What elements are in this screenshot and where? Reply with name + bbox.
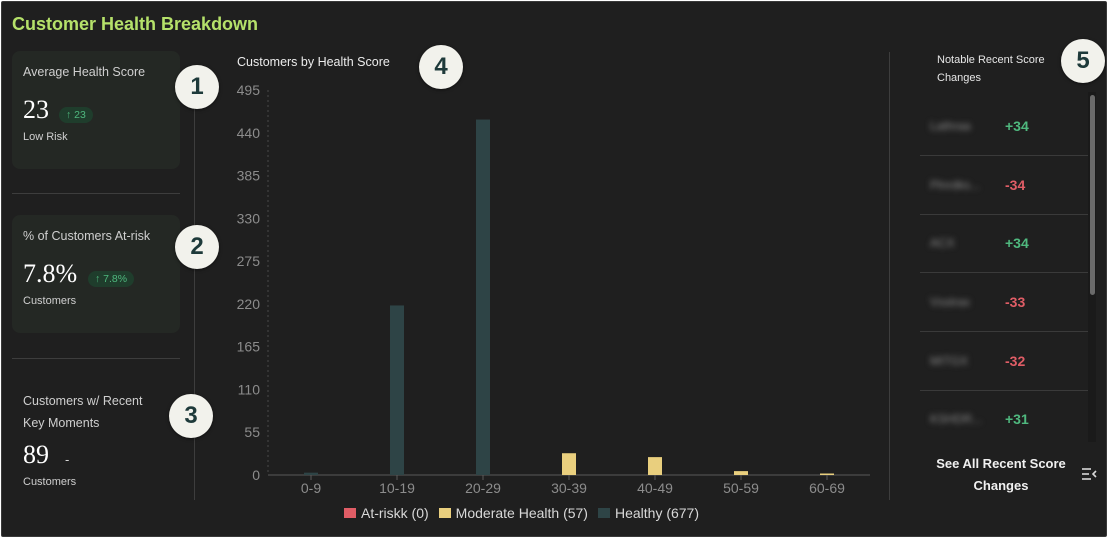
x-tick-label: 10-19 (379, 480, 415, 496)
legend-swatch (597, 508, 610, 518)
chart-title: Customers by Health Score (237, 55, 390, 69)
y-tick-label: 0 (252, 467, 260, 483)
y-tick-label: 55 (244, 424, 260, 440)
divider (889, 52, 890, 500)
score-change-value: -34 (1005, 177, 1026, 193)
scrollbar-thumb[interactable] (1090, 95, 1095, 295)
callout-marker: 3 (169, 394, 213, 438)
callout-marker: 4 (419, 45, 463, 89)
divider (12, 193, 180, 194)
customer-name: MITGX (930, 354, 968, 368)
score-change-value: +31 (1005, 411, 1029, 427)
bar (390, 305, 404, 475)
see-all-changes-link[interactable]: See All Recent Score Changes (936, 456, 1066, 493)
x-tick-label: 0-9 (301, 480, 321, 496)
kpi-sub: Customers (23, 295, 77, 307)
at-risk-customers-card[interactable]: % of Customers At-risk 7.8% ↑ 7.8% Custo… (12, 215, 180, 333)
kpi-value: 23 (23, 95, 49, 124)
kpi-sub: Customers (23, 476, 77, 488)
y-tick-label: 110 (238, 381, 261, 397)
score-change-value: +34 (1005, 235, 1029, 251)
legend-label: Moderate Health (57) (455, 505, 588, 521)
score-change-row[interactable]: Vsstrax -33 (920, 274, 1088, 332)
divider (194, 78, 195, 500)
score-change-row[interactable]: ACX +34 (920, 215, 1088, 273)
recent-changes-title: Notable Recent Score Changes (937, 54, 1045, 84)
customer-name: ACX (930, 236, 955, 250)
kpi-sub: Low Risk (23, 131, 68, 143)
average-health-score-card[interactable]: Average Health Score 23 ↑ 23 Low Risk (12, 51, 180, 169)
legend-item-at-risk[interactable]: At-riskk (0) (344, 505, 429, 521)
callout-marker: 2 (175, 225, 219, 269)
page-title: Customer Health Breakdown (12, 14, 259, 34)
trend-badge: ↑ 7.8% (88, 271, 135, 287)
x-tick-label: 60-69 (809, 480, 845, 496)
kpi-label: % of Customers At-risk (23, 229, 151, 243)
kpi-label: Average Health Score (23, 65, 146, 79)
y-tick-label: 440 (237, 125, 261, 141)
y-tick-label: 330 (237, 210, 261, 226)
score-change-value: +34 (1005, 118, 1029, 134)
customer-name: KSHDR... (930, 412, 983, 426)
callout-marker: 5 (1061, 39, 1105, 83)
bar (820, 473, 834, 475)
bar (734, 471, 748, 475)
customer-name: Vsstrax (930, 295, 971, 309)
y-tick-label: 495 (237, 82, 261, 98)
y-tick-label: 275 (237, 253, 261, 269)
x-tick-label: 20-29 (465, 480, 501, 496)
customer-name: Plnrdks... (930, 178, 981, 192)
y-tick-label: 385 (237, 168, 261, 184)
customer-name: Lathraa (930, 119, 971, 133)
kpi-value: 89 (23, 440, 49, 469)
kpi-value: 7.8% (23, 259, 78, 288)
bar (304, 472, 318, 475)
legend-item-healthy[interactable]: Healthy (677) (597, 505, 700, 521)
legend-swatch (344, 508, 356, 518)
x-tick-label: 40-49 (637, 480, 673, 496)
legend-label: At-riskk (0) (361, 505, 429, 521)
bar (648, 457, 662, 475)
score-change-row[interactable]: Plnrdks... -34 (920, 157, 1088, 215)
health-score-bar-chart: 0 55 110 165 220 275 330 385 440 495 0-9 10-19 20-29… (237, 82, 870, 496)
legend-label: Healthy (677) (614, 505, 700, 521)
recent-key-moments-card[interactable]: Customers w/ Recent Key Moments 89 - Cus… (12, 380, 180, 492)
x-tick-label: 30-39 (551, 480, 587, 496)
bar (562, 453, 576, 475)
x-tick-label: 50-59 (723, 480, 759, 496)
score-change-row[interactable]: KSHDR... +31 (920, 391, 1088, 449)
score-change-value: -33 (1005, 294, 1026, 310)
bar (476, 119, 490, 476)
y-tick-label: 165 (237, 339, 261, 355)
score-change-row[interactable]: Lathraa +34 (920, 98, 1088, 156)
score-change-value: -32 (1005, 353, 1026, 369)
kpi-change: - (65, 452, 70, 467)
kpi-label: Customers w/ Recent Key Moments (23, 394, 143, 430)
trend-badge: ↑ 23 (59, 107, 93, 123)
legend-item-moderate[interactable]: Moderate Health (57) (438, 505, 588, 521)
legend-swatch (438, 508, 451, 518)
chart-legend: At-riskk (0) Moderate Health (57) Health… (344, 505, 699, 521)
divider (12, 358, 180, 359)
collapse-menu-icon[interactable] (1081, 467, 1097, 481)
score-change-row[interactable]: MITGX -32 (920, 333, 1088, 391)
callout-marker: 1 (175, 65, 219, 109)
y-tick-label: 220 (237, 296, 261, 312)
